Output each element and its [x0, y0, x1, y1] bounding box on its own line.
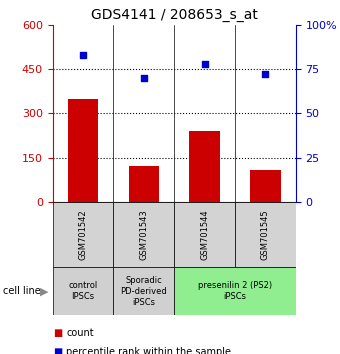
Text: ▶: ▶ — [40, 286, 48, 296]
Text: count: count — [66, 328, 94, 338]
Bar — [114, 202, 174, 268]
Bar — [129, 166, 159, 202]
Text: GSM701545: GSM701545 — [261, 209, 270, 260]
Point — [263, 72, 268, 77]
Text: cell line: cell line — [3, 286, 41, 296]
Text: presenilin 2 (PS2)
iPSCs: presenilin 2 (PS2) iPSCs — [198, 281, 272, 301]
Text: GSM701542: GSM701542 — [79, 209, 88, 260]
Text: control
IPSCs: control IPSCs — [68, 281, 98, 301]
Point — [202, 61, 207, 67]
Title: GDS4141 / 208653_s_at: GDS4141 / 208653_s_at — [91, 8, 258, 22]
Text: Sporadic
PD-derived
iPSCs: Sporadic PD-derived iPSCs — [120, 276, 167, 307]
Text: ■: ■ — [53, 328, 62, 338]
Bar — [235, 202, 296, 268]
Text: ■: ■ — [53, 347, 62, 354]
Bar — [114, 268, 174, 315]
Bar — [189, 131, 220, 202]
Bar — [174, 268, 296, 315]
Point — [141, 75, 147, 81]
Text: GSM701543: GSM701543 — [139, 209, 148, 260]
Bar — [53, 202, 114, 268]
Point — [80, 52, 86, 58]
Bar — [250, 170, 280, 202]
Bar — [174, 202, 235, 268]
Text: percentile rank within the sample: percentile rank within the sample — [66, 347, 231, 354]
Text: GSM701544: GSM701544 — [200, 209, 209, 260]
Bar — [68, 98, 98, 202]
Bar — [53, 268, 114, 315]
